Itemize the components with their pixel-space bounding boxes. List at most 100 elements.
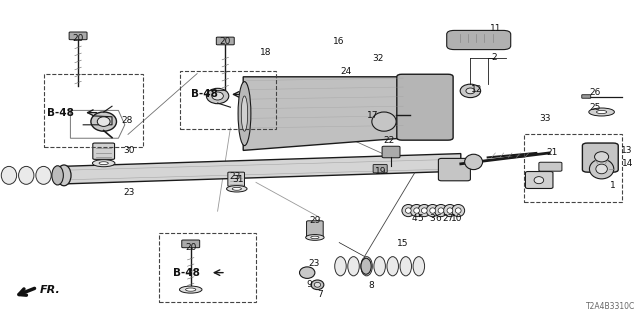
Ellipse shape (19, 166, 34, 184)
Bar (180, 71, 276, 129)
Ellipse shape (92, 160, 115, 167)
FancyBboxPatch shape (525, 172, 553, 188)
Text: 16: 16 (333, 37, 345, 46)
Ellipse shape (91, 112, 116, 131)
Text: 9: 9 (307, 280, 312, 289)
Ellipse shape (227, 186, 247, 192)
Ellipse shape (374, 257, 385, 276)
Ellipse shape (311, 236, 319, 239)
Text: B-48: B-48 (173, 268, 200, 278)
Ellipse shape (589, 159, 614, 179)
FancyBboxPatch shape (182, 240, 200, 248)
FancyBboxPatch shape (582, 95, 591, 98)
Ellipse shape (36, 166, 51, 184)
Ellipse shape (99, 162, 108, 164)
Ellipse shape (447, 208, 453, 213)
Ellipse shape (534, 177, 543, 184)
Ellipse shape (348, 257, 359, 276)
Text: 12: 12 (471, 85, 483, 94)
Ellipse shape (430, 208, 436, 213)
Bar (44, 74, 143, 147)
Text: 6: 6 (435, 214, 440, 223)
FancyBboxPatch shape (382, 146, 400, 158)
Ellipse shape (418, 204, 431, 217)
Ellipse shape (426, 204, 439, 217)
Ellipse shape (387, 257, 399, 276)
Text: T2A4B3310C: T2A4B3310C (586, 302, 635, 311)
Ellipse shape (444, 204, 456, 217)
Text: 23: 23 (124, 188, 135, 197)
Text: 21: 21 (546, 148, 557, 156)
Ellipse shape (438, 208, 444, 213)
Text: 8: 8 (369, 281, 374, 290)
Text: 23: 23 (308, 259, 319, 268)
Ellipse shape (456, 208, 461, 213)
Ellipse shape (53, 166, 68, 184)
Text: 32: 32 (372, 54, 383, 63)
Text: B-48: B-48 (191, 89, 218, 100)
Text: 27: 27 (442, 214, 454, 223)
Ellipse shape (212, 92, 223, 100)
Text: 14: 14 (621, 159, 633, 168)
Text: 18: 18 (260, 48, 271, 57)
Text: 31: 31 (232, 175, 244, 184)
Text: 19: 19 (375, 167, 387, 176)
Ellipse shape (241, 96, 248, 131)
Ellipse shape (435, 204, 447, 217)
Text: 28: 28 (121, 116, 132, 125)
Ellipse shape (179, 286, 202, 293)
Ellipse shape (238, 82, 251, 146)
Ellipse shape (460, 84, 481, 98)
FancyBboxPatch shape (307, 221, 323, 237)
Ellipse shape (52, 166, 63, 185)
Bar (524, 134, 622, 202)
Ellipse shape (97, 117, 110, 126)
Ellipse shape (400, 257, 412, 276)
FancyBboxPatch shape (69, 32, 87, 40)
Ellipse shape (1, 166, 17, 184)
Text: 13: 13 (621, 146, 633, 155)
Ellipse shape (306, 235, 324, 240)
FancyBboxPatch shape (373, 164, 387, 173)
Ellipse shape (232, 188, 241, 190)
FancyBboxPatch shape (539, 162, 562, 171)
Text: 20: 20 (220, 37, 231, 46)
Ellipse shape (300, 267, 315, 278)
Ellipse shape (595, 152, 609, 162)
Text: B-48: B-48 (47, 108, 74, 118)
Ellipse shape (207, 88, 229, 104)
Ellipse shape (406, 208, 412, 213)
Text: 15: 15 (397, 239, 409, 248)
FancyBboxPatch shape (582, 143, 618, 172)
FancyBboxPatch shape (438, 158, 470, 181)
Ellipse shape (311, 280, 324, 290)
Ellipse shape (596, 164, 607, 174)
Polygon shape (243, 77, 410, 150)
FancyBboxPatch shape (228, 172, 244, 186)
Text: 17: 17 (367, 111, 379, 120)
Text: 4: 4 (412, 214, 417, 223)
Ellipse shape (452, 204, 465, 217)
Text: FR.: FR. (40, 285, 60, 295)
Ellipse shape (361, 257, 372, 276)
Text: 26: 26 (589, 88, 601, 97)
Text: 7: 7 (317, 290, 323, 299)
Text: 11: 11 (490, 24, 502, 33)
Ellipse shape (372, 112, 396, 131)
Text: 20: 20 (72, 34, 84, 43)
Ellipse shape (314, 283, 321, 287)
Text: 1: 1 (611, 181, 616, 190)
Text: 5: 5 (418, 214, 423, 223)
Text: 25: 25 (589, 103, 601, 112)
Ellipse shape (335, 257, 346, 276)
FancyBboxPatch shape (93, 143, 115, 159)
Ellipse shape (465, 154, 483, 170)
Ellipse shape (414, 208, 420, 213)
FancyBboxPatch shape (447, 30, 511, 50)
Text: 2: 2 (492, 53, 497, 62)
Ellipse shape (186, 288, 196, 291)
Ellipse shape (361, 258, 371, 274)
Text: 30: 30 (124, 146, 135, 155)
Ellipse shape (57, 165, 71, 186)
FancyBboxPatch shape (397, 74, 453, 140)
